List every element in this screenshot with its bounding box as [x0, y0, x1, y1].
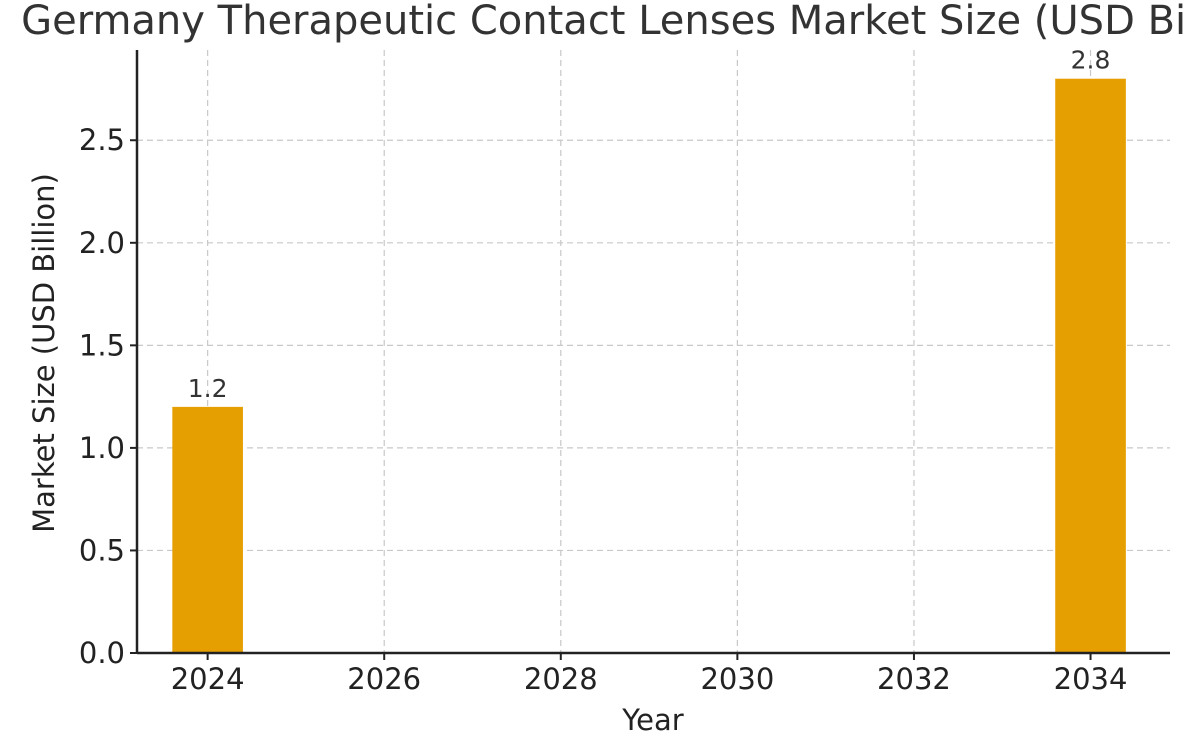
bar-2034 [1055, 79, 1126, 653]
y-axis-label: Market Size (USD Billion) [27, 173, 61, 533]
x-tick-label: 2034 [1054, 662, 1128, 696]
chart-title: Germany Therapeutic Contact Lenses Marke… [21, 0, 1188, 44]
y-tick-label: 2.0 [79, 226, 125, 260]
x-axis-label: Year [621, 703, 683, 733]
data-label-2024: 1.2 [188, 374, 228, 403]
x-tick-label: 2032 [877, 662, 951, 696]
bar-2024 [172, 407, 243, 653]
data-label-2034: 2.8 [1071, 46, 1111, 75]
bars [172, 79, 1126, 653]
x-tick-label: 2030 [700, 662, 774, 696]
y-tick-label: 1.0 [79, 431, 125, 465]
x-tick-label: 2026 [347, 662, 421, 696]
y-tick-label: 2.5 [79, 123, 125, 157]
data-labels: 1.2 2.8 [188, 46, 1111, 403]
grid-lines [137, 50, 1170, 653]
x-tick-label: 2028 [524, 662, 598, 696]
y-tick-label: 1.5 [79, 328, 125, 362]
x-tick-label: 2024 [171, 662, 245, 696]
y-tick-label: 0.0 [79, 636, 125, 670]
y-tick-label: 0.5 [79, 533, 125, 567]
